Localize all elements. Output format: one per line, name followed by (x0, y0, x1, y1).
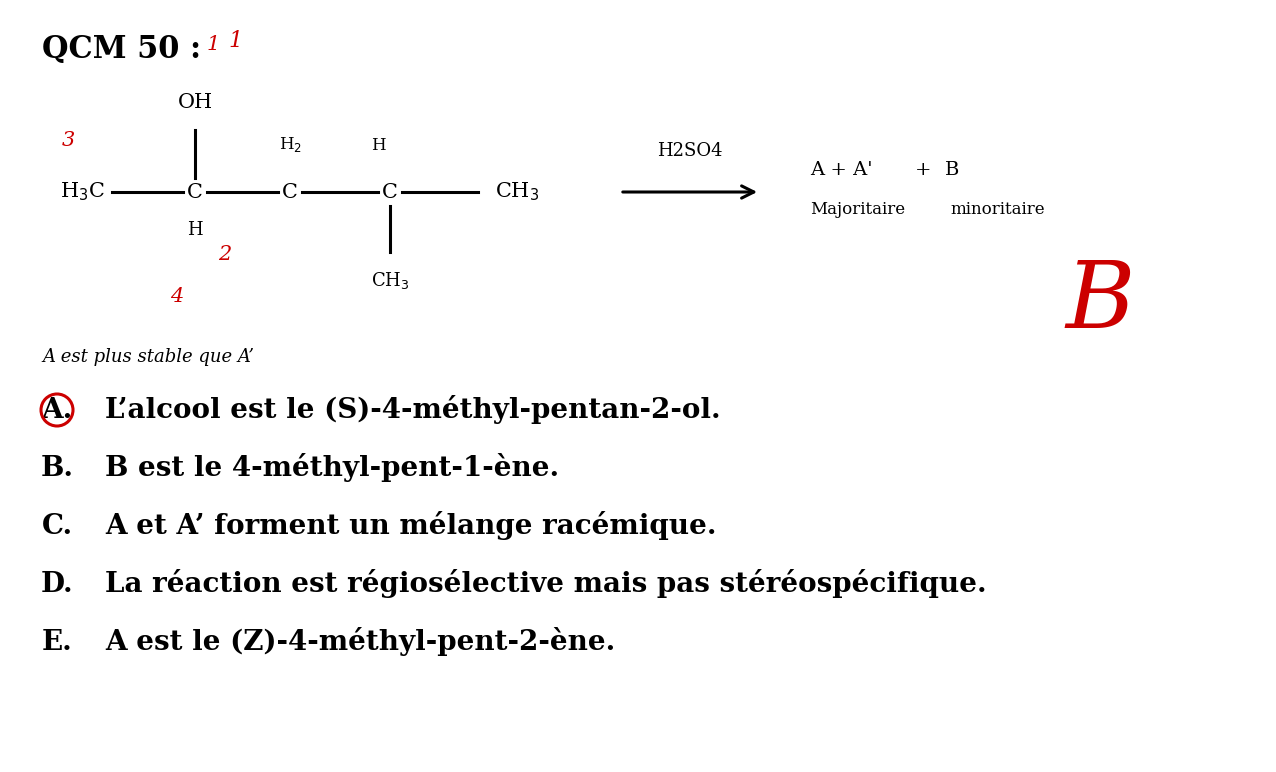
Text: C.: C. (41, 513, 73, 540)
Text: H$_3$C: H$_3$C (60, 181, 105, 203)
Text: A est le (Z)-4-méthyl-pent-2-ène.: A est le (Z)-4-méthyl-pent-2-ène. (105, 628, 615, 656)
Text: C: C (282, 182, 297, 201)
Text: B: B (946, 161, 960, 179)
Text: 1: 1 (228, 30, 242, 52)
Text: OH: OH (177, 93, 213, 112)
Text: H2SO4: H2SO4 (657, 142, 722, 160)
Text: H: H (371, 137, 385, 154)
Text: C: C (188, 182, 203, 201)
Text: H: H (188, 221, 203, 239)
Text: CH$_3$: CH$_3$ (495, 181, 540, 203)
Text: E.: E. (42, 628, 73, 655)
Text: CH$_3$: CH$_3$ (371, 270, 410, 291)
Text: 3: 3 (61, 130, 74, 150)
Text: H$_2$: H$_2$ (278, 135, 301, 154)
Text: 4: 4 (171, 287, 184, 306)
Text: +: + (915, 161, 931, 179)
Text: minoritaire: minoritaire (951, 201, 1045, 218)
Text: D.: D. (41, 571, 73, 598)
Text: 2: 2 (218, 245, 232, 263)
Text: L’alcool est le (S)-4-méthyl-pentan-2-ol.: L’alcool est le (S)-4-méthyl-pentan-2-ol… (105, 395, 721, 425)
Text: 1: 1 (207, 35, 219, 53)
Text: Majoritaire: Majoritaire (810, 201, 905, 218)
Text: QCM 50 :: QCM 50 : (42, 34, 202, 65)
Text: La réaction est régiosélective mais pas stéréospécifique.: La réaction est régiosélective mais pas … (105, 570, 986, 598)
Text: B est le 4-méthyl-pent-1-ène.: B est le 4-méthyl-pent-1-ène. (105, 453, 559, 482)
Text: B: B (1065, 257, 1134, 347)
Text: C: C (382, 182, 398, 201)
Text: B.: B. (41, 455, 74, 482)
Text: A et A’ forment un mélange racémique.: A et A’ forment un mélange racémique. (105, 512, 717, 540)
Text: A est plus stable que A’: A est plus stable que A’ (42, 348, 254, 366)
Text: A.: A. (41, 397, 73, 424)
Text: A + A': A + A' (810, 161, 873, 179)
